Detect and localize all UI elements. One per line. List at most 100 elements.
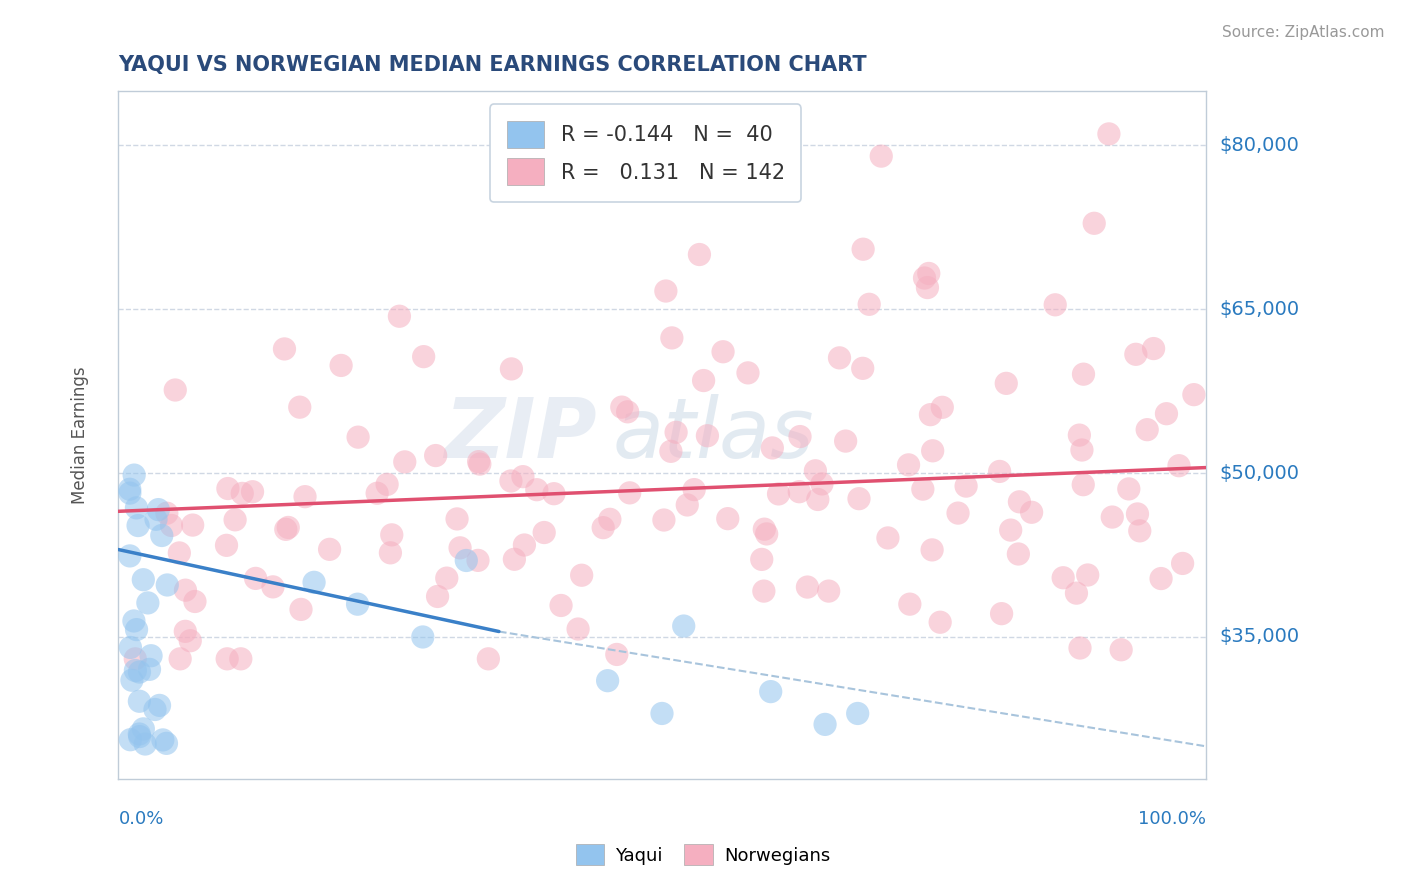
Point (596, 673, 619, 688)
Point (318, 542, 340, 557)
Point (946, 506, 969, 520)
Point (1021, 505, 1043, 519)
Point (619, 486, 641, 500)
Point (145, 512, 167, 526)
Point (921, 542, 943, 557)
Point (877, 531, 900, 545)
Point (1077, 568, 1099, 582)
Point (1098, 127, 1121, 141)
Point (512, 469, 534, 483)
Point (262, 580, 284, 594)
Point (1156, 407, 1178, 421)
Point (122, 614, 145, 628)
Point (215, 538, 238, 552)
Point (1083, 216, 1105, 230)
Point (1109, 642, 1132, 657)
Point (121, 673, 143, 688)
Point (1000, 523, 1022, 537)
Point (125, 623, 148, 637)
Point (1069, 640, 1091, 655)
Point (804, 464, 827, 478)
Point (990, 607, 1012, 621)
Point (132, 722, 155, 736)
Point (184, 594, 207, 608)
Point (787, 484, 810, 499)
Point (155, 736, 177, 750)
Point (134, 737, 156, 751)
Point (807, 492, 830, 507)
Point (346, 597, 368, 611)
Point (1045, 298, 1067, 312)
Point (711, 344, 734, 359)
Point (274, 522, 297, 536)
Point (150, 528, 173, 542)
Point (870, 149, 893, 163)
Point (1142, 342, 1164, 356)
Point (543, 486, 565, 500)
Point (380, 546, 402, 560)
Point (449, 541, 471, 555)
Point (661, 331, 683, 345)
Point (477, 652, 499, 666)
Point (659, 444, 682, 458)
Point (277, 520, 299, 534)
Point (918, 267, 941, 281)
Point (911, 482, 934, 496)
Point (683, 483, 706, 497)
Point (139, 648, 162, 663)
Point (751, 552, 773, 566)
Point (1136, 423, 1159, 437)
Point (217, 652, 239, 666)
Point (737, 366, 759, 380)
Point (848, 491, 870, 506)
Point (375, 477, 398, 491)
Point (651, 706, 673, 721)
Point (273, 342, 295, 356)
Point (456, 553, 478, 567)
Point (381, 528, 404, 542)
Point (231, 486, 253, 500)
Legend: Yaqui, Norwegians: Yaqui, Norwegians (568, 837, 838, 872)
Point (897, 458, 920, 472)
Point (1101, 510, 1123, 524)
Text: $35,000: $35,000 (1219, 627, 1299, 647)
Point (501, 362, 523, 376)
Point (768, 487, 790, 501)
Text: YAQUI VS NORWEGIAN MEDIAN EARNINGS CORRELATION CHART: YAQUI VS NORWEGIAN MEDIAN EARNINGS CORRE… (118, 55, 868, 75)
Point (1150, 572, 1173, 586)
Point (169, 546, 191, 560)
Point (366, 486, 388, 500)
Point (499, 474, 522, 488)
Point (118, 483, 141, 497)
Point (148, 502, 170, 516)
Point (676, 498, 699, 512)
Point (811, 477, 834, 491)
Point (347, 430, 370, 444)
Point (672, 619, 695, 633)
Point (920, 408, 942, 422)
Point (125, 500, 148, 515)
Text: Median Earnings: Median Earnings (72, 366, 90, 504)
Point (468, 457, 491, 471)
Point (655, 284, 678, 298)
Point (665, 425, 688, 440)
Point (852, 242, 875, 256)
Point (174, 624, 197, 639)
Point (128, 694, 150, 708)
Point (834, 434, 856, 448)
Point (294, 490, 316, 504)
Point (796, 580, 818, 594)
Point (696, 428, 718, 442)
Point (242, 484, 264, 499)
Point (988, 465, 1011, 479)
Point (1168, 458, 1191, 473)
Point (330, 359, 353, 373)
Point (288, 400, 311, 414)
Point (1071, 477, 1094, 491)
Point (692, 374, 714, 388)
Point (120, 640, 142, 655)
Point (181, 518, 204, 533)
Point (165, 383, 187, 397)
Point (412, 630, 434, 644)
Point (229, 652, 252, 666)
